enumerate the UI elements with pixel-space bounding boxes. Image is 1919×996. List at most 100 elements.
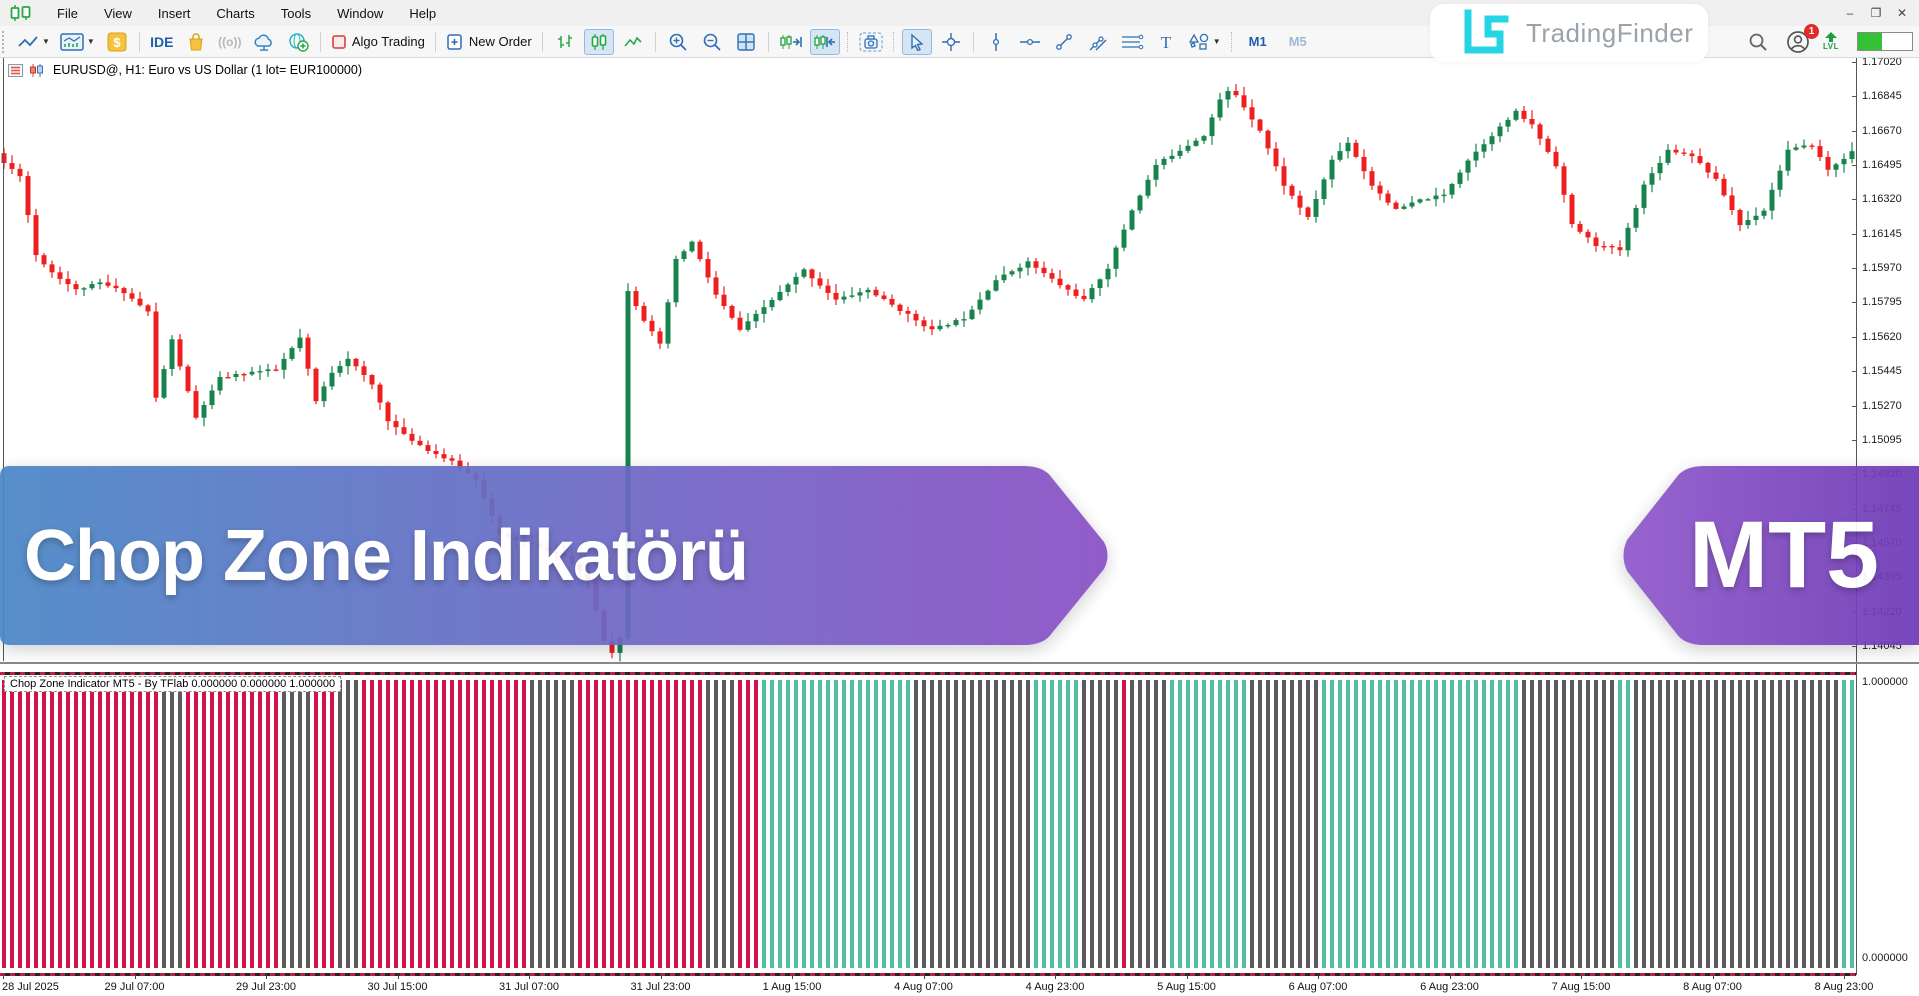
price-tick-label: 1.16145 [1862,227,1902,240]
tradingfinder-logo-text: TradingFinder [1526,17,1694,48]
vertical-line-tool[interactable] [981,29,1011,55]
separator [654,31,656,52]
chart-shift-button[interactable] [809,28,840,55]
timeframe-m5-label: M5 [1288,34,1307,49]
text-tool[interactable]: T [1151,29,1181,55]
indicator-window-dropdown[interactable]: ▼ [57,29,98,55]
price-tick-label: 1.15795 [1862,296,1902,309]
candlestick-style-button[interactable] [583,28,614,55]
menu-help[interactable]: Help [409,5,437,21]
cloud-button[interactable] [249,29,279,55]
indicator-scale-min: 0.000000 [1862,952,1908,964]
ide-label: IDE [150,33,174,50]
time-tickmark [660,974,662,979]
ide-button[interactable]: IDE [147,29,177,55]
connection-fill [1858,33,1883,50]
time-tickmark [529,974,530,979]
price-tickmark [1852,233,1856,235]
market-store-button[interactable] [181,29,211,55]
price-tickmark [1852,268,1856,270]
market-watch-dollar-button[interactable]: $ [102,29,132,55]
new-order-button[interactable]: New Order [443,29,535,55]
time-axis[interactable]: 28 Jul 2025 29 Jul 07:00 29 Jul 23:00 30 Ju… [0,974,1919,996]
minimize-button[interactable]: – [1846,6,1854,20]
timeframe-m5-button[interactable]: M5 [1280,29,1316,55]
indicator-label: Chop Zone Indicator MT5 - By TFlab 0.000… [4,676,342,692]
chop-zone-pane[interactable]: Chop Zone Indicator MT5 - By TFlab 0.000… [0,664,1919,976]
time-tickmark [792,974,793,979]
connection-status-bar [1857,32,1913,51]
account-button[interactable]: 1 [1783,23,1819,55]
time-tick-label: 31 Jul 07:00 [499,981,559,993]
restore-button[interactable]: ❐ [1870,6,1882,20]
price-tickmark [1852,62,1856,63]
shapes-dropdown[interactable]: ▼ [1185,29,1224,55]
tile-windows-button[interactable] [731,29,761,55]
menu-view[interactable]: View [103,5,132,21]
chart-title: EURUSD@, H1: Euro vs US Dollar (1 lot= E… [8,63,362,77]
price-tick-label: 1.16845 [1862,90,1902,103]
time-tick-label: 7 Aug 15:00 [1551,981,1611,993]
crosshair-pointer-dropdown[interactable]: ▼ [14,29,53,55]
price-tick-label: 1.16495 [1862,159,1902,172]
toolbar-drag-handle[interactable] [2,30,8,53]
time-tickmark [1581,974,1582,979]
menu-charts[interactable]: Charts [216,5,255,21]
separator [434,31,436,52]
time-tick-label: 1 Aug 15:00 [762,981,822,993]
time-tick-label: 29 Jul 07:00 [104,981,165,993]
menu-tools[interactable]: Tools [280,5,312,21]
search-button[interactable] [1743,29,1773,55]
chart-symbol-title: EURUSD@, H1: Euro vs US Dollar (1 lot= E… [53,63,362,77]
timeframe-m1-button[interactable]: M1 [1240,29,1276,55]
chart-type-icon [30,63,43,77]
channel-tool[interactable] [1083,29,1113,55]
zoom-in-button[interactable] [663,29,693,55]
community-button[interactable] [283,29,313,55]
auto-scroll-button[interactable] [776,29,806,55]
fibonacci-tool[interactable] [1117,29,1147,55]
signals-button[interactable]: ((o)) [215,29,245,55]
menu-file[interactable]: File [57,5,78,21]
time-tickmark [397,974,399,979]
time-tick-label: 30 Jul 15:00 [367,981,428,993]
horizontal-line-tool[interactable] [1015,29,1045,55]
notification-badge: 1 [1803,23,1819,39]
time-tickmark [1318,974,1319,979]
line-chart-style-button[interactable] [618,29,648,55]
separator [892,31,895,52]
price-tickmark [1852,96,1856,98]
signals-icon: ((o)) [218,34,242,49]
time-tickmark [266,974,267,979]
menu-insert[interactable]: Insert [157,5,191,21]
lvl-label: LVL [1822,42,1839,51]
algo-trading-button[interactable]: Algo Trading [328,29,428,55]
lvl-indicator[interactable]: LVL [1823,32,1839,51]
price-tick-label: 1.16670 [1862,124,1902,137]
price-tickmark [1852,302,1856,304]
time-tickmark [3,974,4,979]
cursor-button[interactable] [901,28,932,55]
pane-separator[interactable] [0,662,1919,664]
price-tick-label: 1.17020 [1862,56,1902,68]
toolbar-right-cluster: 1 LVL [1741,23,1919,57]
caret-down-icon: ▼ [1212,37,1221,46]
close-button[interactable]: ✕ [1896,6,1908,20]
price-tick-label: 1.16320 [1862,193,1902,206]
menu-window[interactable]: Window [337,5,384,21]
crosshair-button[interactable] [936,29,966,55]
separator [541,31,543,52]
screenshot-button[interactable] [856,29,886,55]
trendline-tool[interactable] [1049,29,1079,55]
time-tickmark [1186,974,1188,979]
price-tick-label: 1.15970 [1862,262,1902,275]
zoom-out-button[interactable] [697,29,727,55]
timeframe-m1-label: M1 [1248,34,1267,49]
price-tickmark [1852,405,1856,407]
time-tick-label: 6 Aug 07:00 [1288,981,1348,993]
time-tickmark [1449,974,1451,979]
bar-chart-style-button[interactable] [550,29,580,55]
chop-zone-histogram [2,680,1854,968]
quotes-icon [8,63,23,77]
